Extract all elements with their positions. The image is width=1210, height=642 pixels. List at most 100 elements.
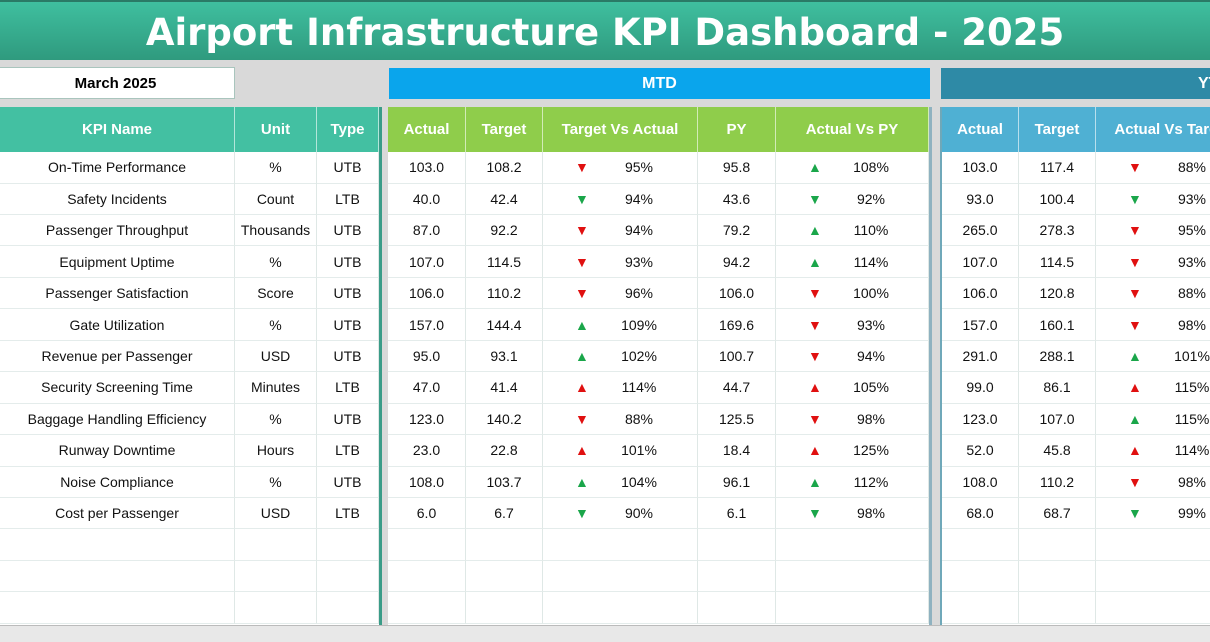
kpi-name-cell: Safety Incidents: [0, 183, 235, 215]
unit-cell: USD: [235, 340, 317, 373]
header-mtd-py: PY: [698, 107, 776, 152]
ytd-target-cell: [1019, 560, 1096, 593]
arrow-up-icon: ▲: [808, 379, 822, 396]
ytd-actual-cell: 265.0: [942, 214, 1019, 247]
arrow-down-icon: ▼: [1128, 190, 1142, 207]
arrow-down-icon: ▼: [1128, 285, 1142, 302]
empty-cell: [543, 529, 698, 561]
header-ytd-actual-vs-target: Actual Vs Target: [1096, 107, 1210, 152]
mtd-py-cell: 43.6: [698, 183, 776, 215]
header-mtd-target-vs-actual: Target Vs Actual: [543, 107, 698, 152]
mtd-py-cell: 100.7: [698, 340, 776, 373]
mtd-target-cell: 92.2: [466, 214, 543, 247]
kpi-name-cell: Noise Compliance: [0, 466, 235, 498]
dashboard-title: Airport Infrastructure KPI Dashboard - 2…: [0, 0, 1210, 60]
mtd-target-cell: [466, 529, 543, 561]
arrow-up-icon: ▲: [575, 442, 589, 459]
arrow-down-icon: ▼: [575, 222, 589, 239]
kpi-name-cell: Revenue per Passenger: [0, 340, 235, 373]
type-cell: UTB: [317, 246, 379, 278]
mtd-target-cell: [466, 592, 543, 624]
unit-cell: [235, 560, 317, 593]
header-kpi-name: KPI Name: [0, 107, 235, 152]
ytd-actual-cell: 68.0: [942, 497, 1019, 530]
mtd-actual-cell: 103.0: [388, 152, 466, 184]
percent-value: 94%: [624, 222, 654, 239]
empty-cell: [1096, 561, 1210, 593]
type-cell: LTB: [317, 183, 379, 215]
arrow-up-icon: ▲: [575, 347, 589, 364]
percent-value: 94%: [624, 190, 654, 207]
percent-value: 114%: [1174, 442, 1210, 459]
mtd-section-header: MTD: [389, 68, 930, 99]
arrow-up-icon: ▲: [575, 473, 589, 490]
percent-value: 114%: [621, 379, 657, 396]
header-unit: Unit: [235, 107, 317, 152]
unit-cell: %: [235, 309, 317, 341]
mtd-actual-vs-py-cell: ▼ 94%: [776, 340, 929, 373]
unit-cell: [235, 592, 317, 624]
percent-value: 102%: [621, 347, 657, 364]
mtd-actual-cell: 23.0: [388, 435, 466, 467]
ytd-actual-vs-target-cell: ▼ 93%: [1096, 183, 1210, 215]
mtd-actual-vs-py-cell: ▼ 93%: [776, 309, 929, 341]
kpi-name-cell: Baggage Handling Efficiency: [0, 403, 235, 436]
kpi-name-cell: Runway Downtime: [0, 435, 235, 467]
ytd-label: YTD: [1198, 75, 1210, 92]
percent-value: 94%: [856, 347, 886, 364]
arrow-down-icon: ▼: [808, 316, 822, 333]
ytd-target-cell: [1019, 529, 1096, 561]
ytd-actual-vs-target-cell: ▼ 98%: [1096, 309, 1210, 341]
percent-value: 115%: [1174, 410, 1210, 427]
ytd-section-header: YTD: [941, 68, 1210, 99]
mtd-py-cell: 79.2: [698, 214, 776, 247]
mtd-target-cell: 41.4: [466, 372, 543, 404]
percent-value: 115%: [1174, 379, 1210, 396]
arrow-down-icon: ▼: [808, 285, 822, 302]
percent-value: 108%: [853, 159, 889, 176]
percent-value: 88%: [1177, 159, 1207, 176]
ytd-actual-cell: [942, 592, 1019, 624]
header-mtd-target: Target: [466, 107, 543, 152]
ytd-target-cell: 68.7: [1019, 497, 1096, 530]
kpi-info-table: KPI Name Unit Type On-Time Performance% U…: [0, 107, 382, 625]
mtd-actual-cell: 6.0: [388, 497, 466, 530]
mtd-target-cell: 110.2: [466, 277, 543, 310]
arrow-down-icon: ▼: [1128, 253, 1142, 270]
empty-cell: [543, 560, 698, 593]
percent-value: 114%: [853, 253, 889, 270]
mtd-target-cell: 140.2: [466, 403, 543, 436]
arrow-up-icon: ▲: [808, 253, 822, 270]
ytd-actual-vs-target-cell: ▼ 88%: [1096, 278, 1210, 310]
unit-cell: %: [235, 466, 317, 498]
type-cell: LTB: [317, 372, 379, 404]
percent-value: 125%: [853, 442, 889, 459]
header-type: Type: [317, 107, 379, 152]
mtd-actual-cell: 107.0: [388, 246, 466, 278]
arrow-up-icon: ▲: [808, 159, 822, 176]
ytd-target-cell: 107.0: [1019, 403, 1096, 436]
mtd-target-cell: 114.5: [466, 246, 543, 278]
ytd-actual-vs-target-cell: ▼ 99%: [1096, 498, 1210, 530]
type-cell: UTB: [317, 152, 379, 184]
arrow-up-icon: ▲: [575, 316, 589, 333]
ytd-actual-cell: [942, 560, 1019, 593]
mtd-target-vs-actual-cell: ▼ 88%: [543, 403, 698, 436]
percent-value: 98%: [1177, 316, 1207, 333]
mtd-actual-cell: 123.0: [388, 403, 466, 436]
percent-value: 104%: [621, 473, 657, 490]
percent-value: 92%: [856, 190, 886, 207]
type-cell: [317, 529, 379, 561]
empty-cell: [1096, 529, 1210, 561]
ytd-target-cell: 100.4: [1019, 183, 1096, 215]
type-cell: UTB: [317, 277, 379, 310]
mtd-py-cell: 169.6: [698, 309, 776, 341]
ytd-actual-cell: 291.0: [942, 340, 1019, 373]
percent-value: 98%: [1177, 473, 1207, 490]
month-selector[interactable]: March 2025: [0, 67, 235, 99]
arrow-down-icon: ▼: [808, 410, 822, 427]
mtd-py-cell: [698, 592, 776, 624]
mtd-actual-cell: 95.0: [388, 340, 466, 373]
mtd-actual-cell: 106.0: [388, 277, 466, 310]
arrow-up-icon: ▲: [808, 222, 822, 239]
